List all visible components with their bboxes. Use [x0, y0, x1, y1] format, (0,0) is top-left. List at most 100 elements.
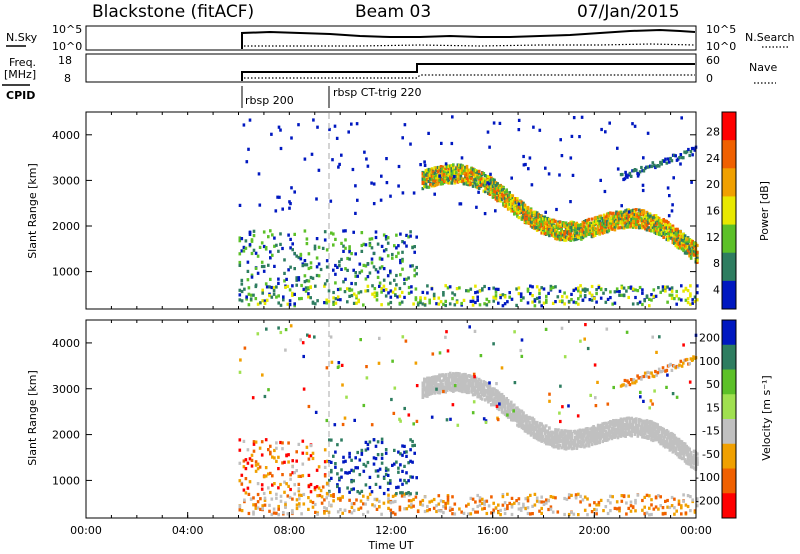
- echo-cell: [334, 281, 337, 285]
- echo-cell: [500, 399, 504, 403]
- echo-cell: [486, 181, 489, 185]
- echo-cell: [621, 226, 624, 230]
- echo-cell: [423, 163, 427, 167]
- echo-cell: [435, 377, 438, 381]
- echo-cell: [334, 297, 338, 301]
- echo-cell: [444, 167, 447, 171]
- echo-cell: [534, 427, 537, 431]
- echo-cell: [409, 142, 412, 146]
- echo-cell: [436, 176, 440, 180]
- echo-cell: [511, 209, 515, 213]
- echo-cell: [481, 501, 484, 505]
- echo-cell: [569, 222, 572, 226]
- echo-cell: [598, 222, 601, 226]
- echo-cell: [670, 289, 674, 293]
- echo-cell: [414, 298, 418, 302]
- echo-cell: [684, 511, 688, 515]
- echo-cell: [675, 289, 678, 294]
- echo-cell: [389, 295, 393, 299]
- echo-cell: [246, 486, 250, 490]
- echo-cell: [554, 285, 557, 289]
- echo-cell: [583, 231, 586, 235]
- echo-cell: [441, 379, 444, 383]
- echo-cell: [551, 233, 554, 237]
- echo-cell: [606, 223, 609, 227]
- echo-cell: [455, 373, 458, 377]
- echo-cell: [529, 215, 533, 219]
- echo-cell: [487, 287, 491, 291]
- echo-cell: [355, 294, 358, 298]
- echo-cell: [307, 279, 311, 283]
- echo-cell: [531, 512, 534, 516]
- echo-cell: [510, 202, 513, 206]
- echo-cell: [267, 263, 270, 267]
- echo-cell: [424, 394, 428, 398]
- echo-cell: [583, 495, 587, 499]
- echo-cell: [240, 289, 244, 294]
- echo-cell: [489, 172, 492, 176]
- echo-cell: [412, 302, 415, 306]
- echo-cell: [426, 394, 429, 398]
- echo-cell: [503, 199, 507, 203]
- echo-cell: [332, 296, 335, 300]
- echo-cell: [450, 379, 454, 383]
- echo-cell: [491, 177, 495, 182]
- echo-cell: [619, 211, 623, 215]
- echo-cell: [401, 469, 404, 473]
- echo-cell: [496, 182, 499, 186]
- echo-cell: [374, 482, 378, 486]
- echo-cell: [286, 512, 290, 516]
- echo-cell: [447, 164, 450, 168]
- echo-cell: [522, 154, 525, 159]
- echo-cell: [522, 296, 525, 300]
- echo-cell: [516, 197, 519, 201]
- echo-cell: [291, 291, 294, 295]
- echo-cell: [493, 180, 496, 184]
- echo-cell: [673, 153, 676, 157]
- echo-cell: [511, 197, 515, 201]
- echo-cell: [432, 294, 436, 298]
- echo-cell: [343, 508, 347, 512]
- echo-cell: [654, 218, 658, 222]
- echo-cell: [333, 124, 337, 128]
- echo-cell: [451, 291, 454, 295]
- echo-cell: [519, 412, 522, 416]
- echo-cell: [534, 422, 537, 426]
- echo-cell: [563, 231, 566, 235]
- echo-cell: [386, 274, 390, 278]
- echo-cell: [574, 234, 577, 238]
- echo-cell: [448, 302, 452, 306]
- echo-cell: [517, 209, 521, 213]
- echo-cell: [535, 285, 539, 289]
- echo-cell: [535, 496, 539, 500]
- echo-cell: [516, 209, 519, 213]
- echo-cell: [401, 453, 404, 457]
- echo-cell: [534, 432, 537, 437]
- echo-cell: [364, 264, 368, 268]
- echo-cell: [287, 460, 290, 464]
- echo-cell: [438, 375, 441, 379]
- echo-cell: [340, 438, 343, 442]
- echo-cell: [355, 122, 359, 126]
- echo-cell: [548, 234, 551, 238]
- echo-cell: [328, 438, 331, 442]
- echo-cell: [410, 285, 413, 289]
- echo-cell: [535, 429, 539, 433]
- echo-cell: [549, 228, 553, 232]
- echo-cell: [346, 287, 349, 291]
- echo-cell: [409, 230, 412, 234]
- echo-cell: [661, 288, 665, 292]
- echo-cell: [604, 130, 607, 134]
- echo-cell: [531, 214, 534, 218]
- echo-cell: [256, 482, 260, 486]
- echo-cell: [450, 181, 454, 185]
- echo-cell: [579, 500, 582, 504]
- echo-cell: [500, 185, 504, 189]
- echo-cell: [517, 507, 521, 511]
- echo-cell: [477, 384, 481, 388]
- echo-cell: [470, 389, 473, 393]
- echo-cell: [633, 222, 637, 226]
- echo-cell: [407, 491, 410, 495]
- echo-cell: [246, 448, 250, 452]
